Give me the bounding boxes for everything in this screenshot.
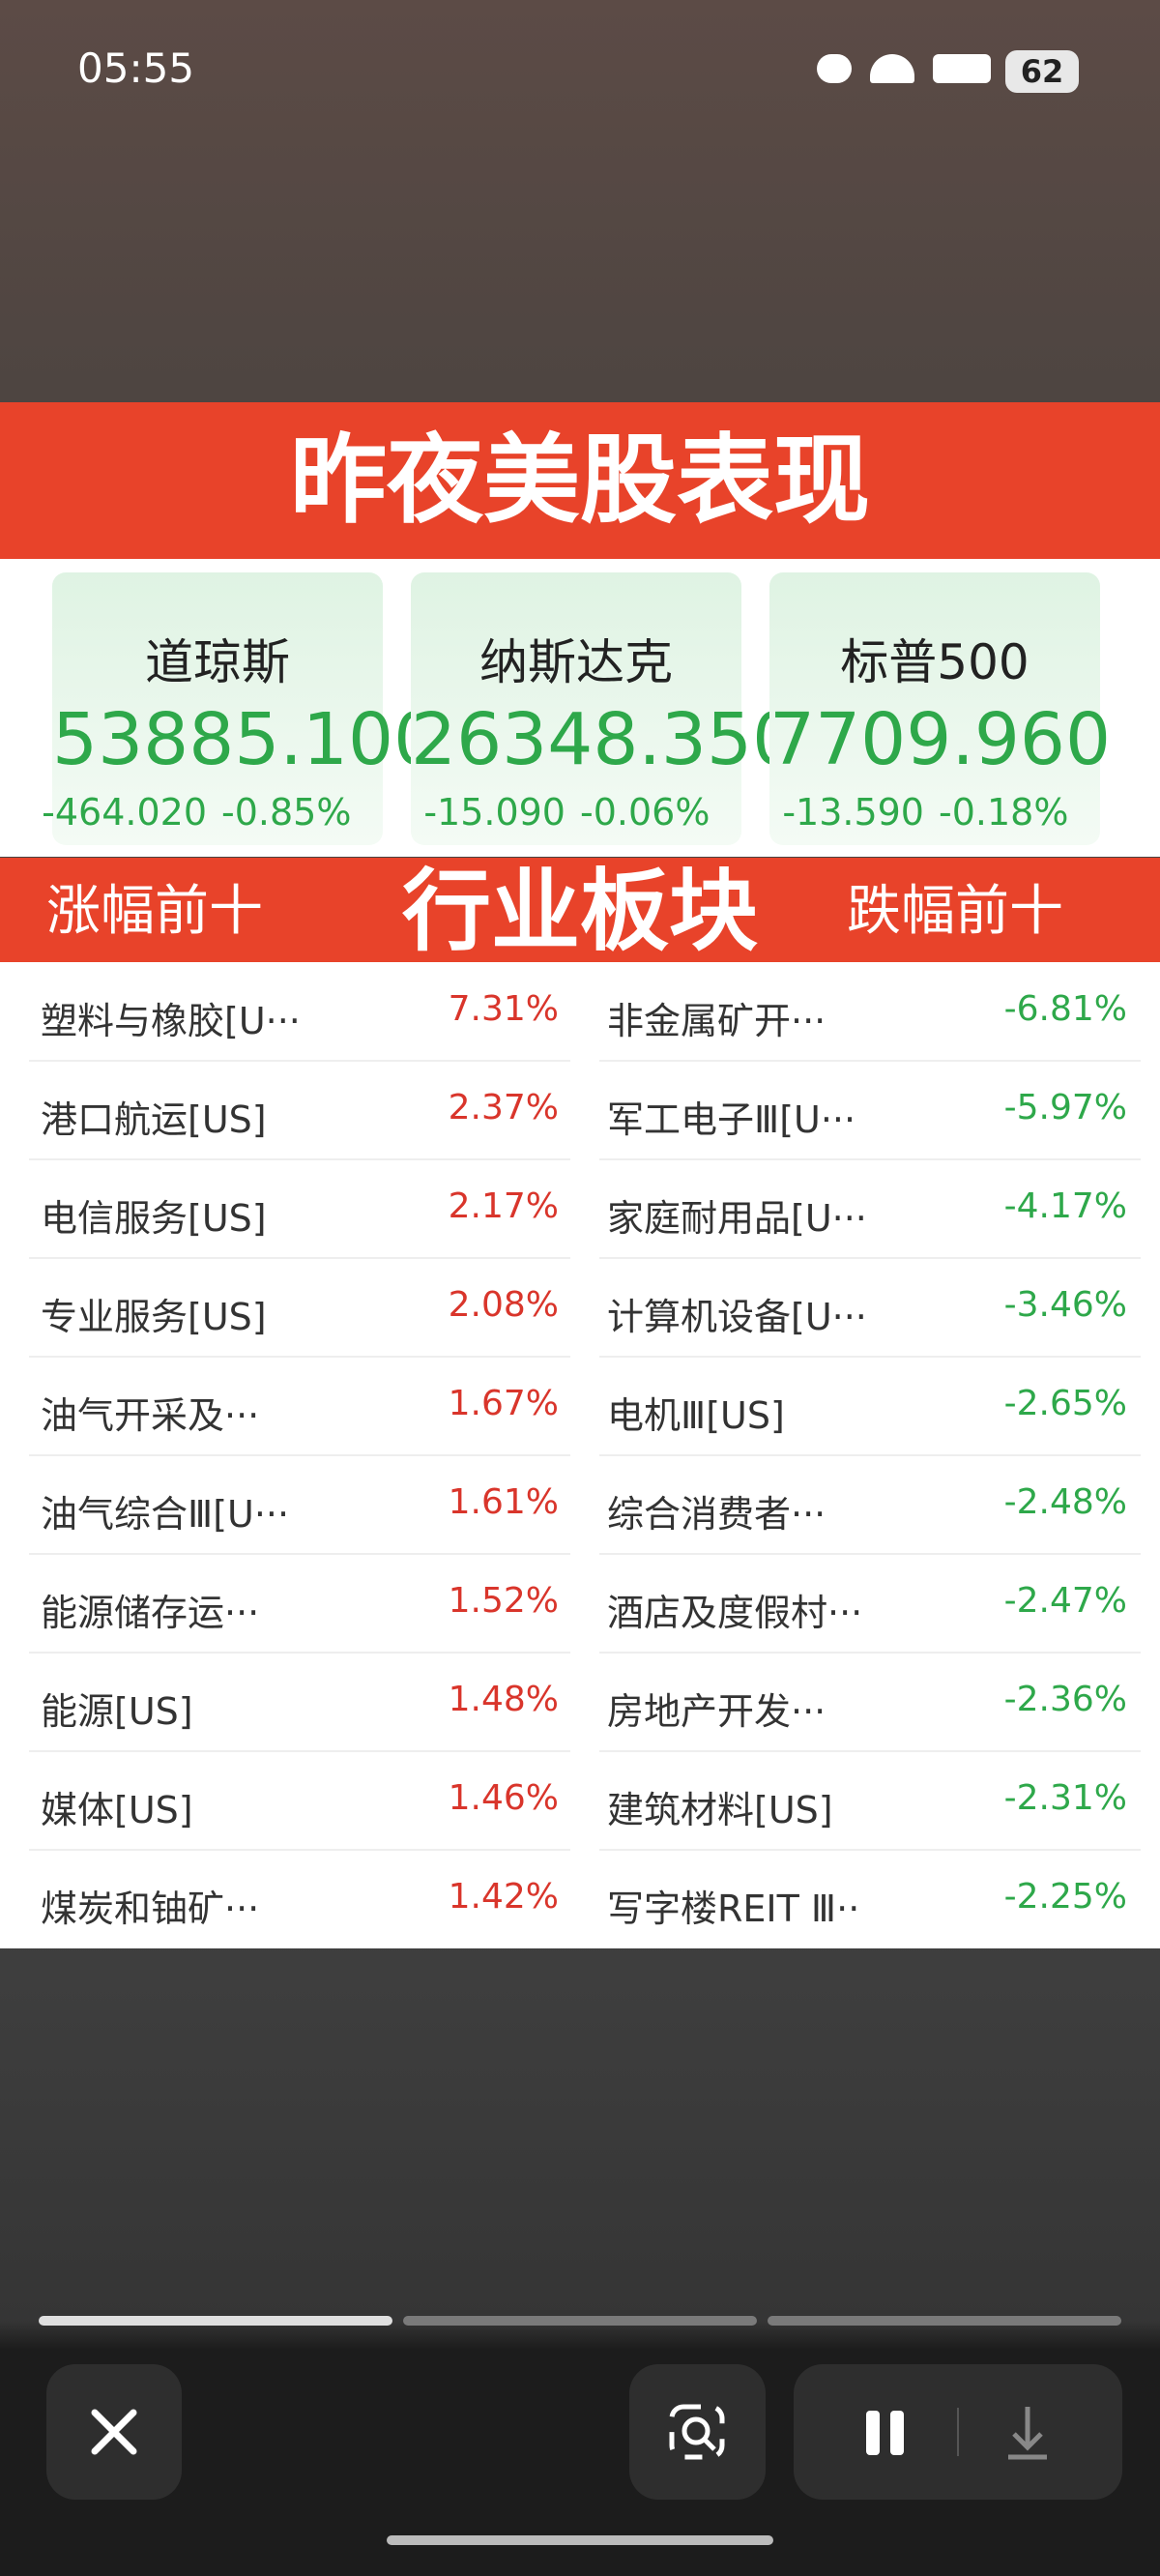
row-separator xyxy=(29,1257,570,1259)
lens-button[interactable] xyxy=(629,2364,766,2500)
wifi-icon xyxy=(870,54,914,83)
index-change-pct: -0.06% xyxy=(580,791,710,834)
media-icons xyxy=(866,2407,1047,2460)
index-change-pct: -0.18% xyxy=(939,791,1069,834)
sector-name: 军工电子Ⅲ[U··· xyxy=(607,1098,856,1141)
sector-band xyxy=(0,858,1160,962)
losers-label: 跌幅前十 xyxy=(847,880,1063,943)
row-separator xyxy=(599,1553,1141,1555)
sector-name: 能源储存运··· xyxy=(41,1592,260,1634)
row-separator xyxy=(29,1454,570,1456)
close-icon xyxy=(91,2409,137,2455)
index-change-pct: -0.85% xyxy=(221,791,352,834)
lens-icon xyxy=(669,2404,725,2460)
sector-pct: 1.48% xyxy=(448,1680,559,1719)
sector-pct: -2.48% xyxy=(1003,1482,1127,1522)
index-name: 纳斯达克 xyxy=(479,634,673,690)
row-separator xyxy=(599,1356,1141,1358)
sector-pct: 1.46% xyxy=(448,1778,559,1818)
index-value: 7709.960 xyxy=(769,698,1112,781)
index-value: 53885.100 xyxy=(52,698,440,781)
sector-pct: -2.25% xyxy=(1003,1877,1127,1917)
alarm-icon xyxy=(817,54,852,83)
row-separator xyxy=(29,1553,570,1555)
sector-pct: -4.17% xyxy=(1003,1186,1127,1226)
index-card xyxy=(769,572,1100,845)
close-button[interactable] xyxy=(46,2364,182,2500)
sector-pct: 2.37% xyxy=(448,1088,559,1127)
row-separator xyxy=(599,1158,1141,1160)
sector-name: 能源[US] xyxy=(41,1690,193,1733)
row-separator xyxy=(29,1060,570,1062)
header-band xyxy=(0,402,1160,559)
battery: 62 xyxy=(1005,50,1079,93)
sector-pct: 2.17% xyxy=(448,1186,559,1226)
signal-icon xyxy=(933,54,991,83)
row-separator xyxy=(599,1652,1141,1654)
home-indicator xyxy=(387,2535,773,2545)
index-change: -13.590 xyxy=(782,791,924,834)
progress xyxy=(768,2316,1121,2326)
index-change: -464.020 xyxy=(42,791,207,834)
status-time: 05:55 xyxy=(77,44,195,92)
sector-name: 酒店及度假村··· xyxy=(607,1592,863,1634)
row-separator xyxy=(599,1257,1141,1259)
sector-pct: 1.61% xyxy=(448,1482,559,1522)
sector-name: 专业服务[US] xyxy=(41,1296,267,1338)
index-name: 标普500 xyxy=(840,634,1030,690)
row-separator xyxy=(29,1652,570,1654)
sector-name: 建筑材料[US] xyxy=(607,1789,833,1831)
row-separator xyxy=(29,1750,570,1752)
row-separator xyxy=(599,1849,1141,1851)
index-card xyxy=(52,572,383,845)
sector-name: 油气开采及··· xyxy=(41,1394,260,1437)
progress-active xyxy=(39,2316,392,2326)
sector-pct: 2.08% xyxy=(448,1285,559,1325)
sector-name: 港口航运[US] xyxy=(41,1098,267,1141)
sector-name: 非金属矿开··· xyxy=(607,1000,826,1042)
sector-pct: -3.46% xyxy=(1003,1285,1127,1325)
row-separator xyxy=(29,1849,570,1851)
pause-icon[interactable] xyxy=(866,2411,880,2455)
index-value: 26348.350 xyxy=(411,698,798,781)
gainers-label: 涨幅前十 xyxy=(46,880,263,943)
sector-pct: 1.52% xyxy=(448,1581,559,1621)
progress xyxy=(403,2316,757,2326)
sector-pct: 7.31% xyxy=(448,989,559,1029)
sector-name: 电机Ⅲ[US] xyxy=(607,1394,785,1437)
sector-pct: 1.42% xyxy=(448,1877,559,1917)
sector-name: 家庭耐用品[U··· xyxy=(607,1197,867,1240)
sector-name: 媒体[US] xyxy=(41,1789,193,1831)
sector-pct: -2.31% xyxy=(1003,1778,1127,1818)
sector-name: 油气综合Ⅲ[U··· xyxy=(41,1493,290,1536)
row-separator xyxy=(599,1060,1141,1062)
sector-pct: -2.65% xyxy=(1003,1384,1127,1423)
sector-pct: -2.36% xyxy=(1003,1680,1127,1719)
index-change: -15.090 xyxy=(423,791,566,834)
sector-pct: -5.97% xyxy=(1003,1088,1127,1127)
index-name: 道琼斯 xyxy=(145,634,290,690)
download-icon[interactable] xyxy=(1008,2407,1047,2460)
row-separator xyxy=(29,1356,570,1358)
sector-title: 行业板块 xyxy=(401,860,758,963)
sector-name: 计算机设备[U··· xyxy=(607,1296,867,1338)
index-card xyxy=(411,572,741,845)
sector-name: 塑料与橡胶[U··· xyxy=(41,1000,301,1042)
row-separator xyxy=(599,1750,1141,1752)
sector-pct: -6.81% xyxy=(1003,989,1127,1029)
sector-name: 写字楼REIT Ⅲ·· xyxy=(607,1888,860,1930)
sector-name: 电信服务[US] xyxy=(41,1197,267,1240)
sector-pct: 1.67% xyxy=(448,1384,559,1423)
sector-name: 房地产开发··· xyxy=(607,1690,826,1733)
sector-name: 煤炭和铀矿··· xyxy=(41,1888,260,1930)
sector-pct: -2.47% xyxy=(1003,1581,1127,1621)
row-separator xyxy=(599,1454,1141,1456)
header-title: 昨夜美股表现 xyxy=(290,424,870,537)
media-controls xyxy=(794,2364,1122,2500)
sector-name: 综合消费者··· xyxy=(607,1493,826,1536)
row-separator xyxy=(29,1158,570,1160)
